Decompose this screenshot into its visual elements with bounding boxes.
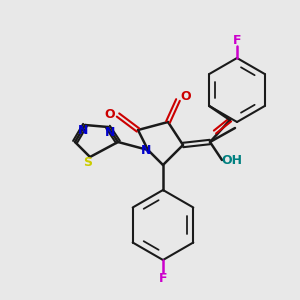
Text: N: N bbox=[141, 143, 151, 157]
Text: O: O bbox=[105, 109, 115, 122]
Text: S: S bbox=[83, 155, 92, 169]
Text: OH: OH bbox=[221, 154, 242, 166]
Text: F: F bbox=[233, 34, 241, 46]
Text: F: F bbox=[159, 272, 167, 284]
Text: N: N bbox=[78, 124, 88, 136]
Text: N: N bbox=[105, 125, 115, 139]
Text: O: O bbox=[181, 91, 191, 103]
